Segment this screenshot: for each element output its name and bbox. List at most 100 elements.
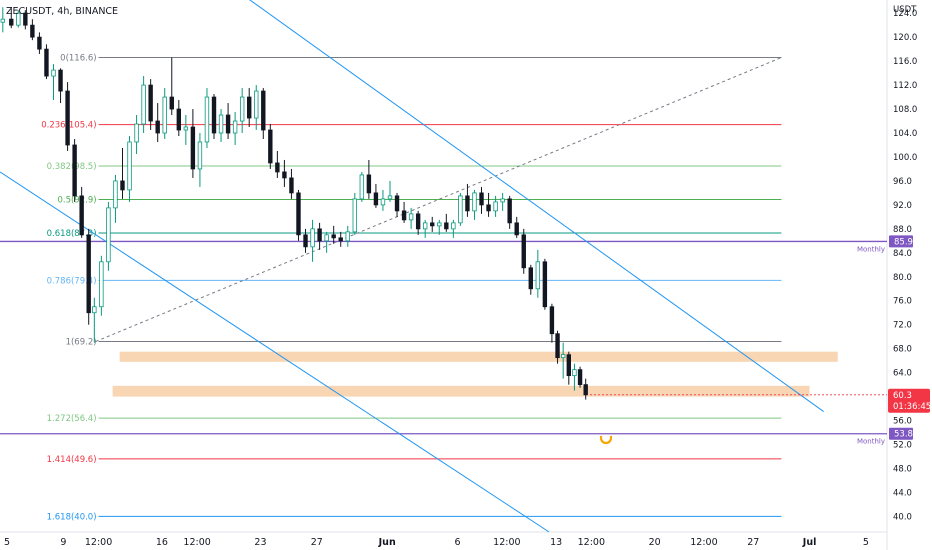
price-tick-label: 112.0 (893, 81, 917, 91)
candle-body (366, 174, 372, 194)
candle-body (37, 36, 42, 50)
candle-body (204, 96, 210, 143)
price-tick-label: 124.0 (893, 9, 917, 19)
candle-body (507, 198, 512, 224)
time-tick-label: Jul (802, 537, 817, 548)
price-tick-label: 120.0 (893, 33, 917, 43)
candle-body (430, 222, 435, 227)
currency-label: USDT (893, 5, 917, 15)
candle-body (65, 90, 70, 146)
candle-body (345, 231, 350, 242)
fib-level-label: 0.618(87.3) (47, 229, 97, 239)
last-price-badge[interactable] (888, 388, 930, 413)
candle-body (338, 237, 343, 242)
price-axis[interactable]: 124.0 120.0 116.0 112.0 108.0 104.0 100.0 96.0 9… (590, 9, 931, 522)
candle-body (51, 69, 56, 77)
candle-body (479, 192, 484, 206)
trendline[interactable] (0, 171, 550, 533)
candle-body (218, 114, 224, 134)
candle-body (387, 195, 393, 200)
candle-body (141, 84, 146, 125)
candle-body (127, 141, 132, 191)
candle-body (408, 213, 414, 221)
candle-body (560, 354, 566, 359)
price-tick-label: 76.0 (893, 297, 912, 307)
price-tick-label: 48.0 (893, 464, 912, 474)
candle-body (239, 96, 245, 122)
candle-body (555, 333, 560, 359)
candle-body (528, 267, 533, 290)
candle-body (401, 210, 407, 221)
price-tick-label: 40.0 (893, 512, 912, 522)
candle-body (451, 222, 456, 230)
price-tick-label: 108.0 (893, 105, 917, 115)
bar-countdown: 01:36:45 (893, 402, 931, 412)
candle-body (566, 354, 572, 377)
candle-body (352, 198, 357, 233)
candle-body (549, 306, 555, 335)
price-tick-label: 44.0 (893, 488, 912, 498)
time-tick-label: 16 (156, 537, 168, 548)
time-tick-label: 12:00 (690, 537, 717, 548)
candle-body (303, 234, 308, 248)
time-tick-label: 12:00 (85, 537, 112, 548)
candle-body (162, 96, 167, 134)
candle-body (465, 195, 470, 212)
candle-body (120, 180, 125, 191)
candle-body (106, 207, 111, 263)
candle-body (282, 171, 287, 179)
candle-body (394, 195, 400, 212)
candle-body (486, 204, 491, 212)
candle-body (380, 198, 386, 206)
monthly-levels[interactable]: Monthly 85.9 Monthly 53.8 (0, 235, 913, 446)
candle-body (148, 84, 153, 122)
candle-body (30, 24, 35, 38)
chart-title: ZECUSDT, 4h, BINANCE (6, 6, 118, 17)
fib-anchor-line[interactable] (95, 57, 782, 342)
price-tick-label: 84.0 (893, 249, 912, 259)
candle-body (331, 234, 336, 239)
candle-body (190, 126, 196, 170)
candle-body (583, 384, 588, 396)
time-tick-label: 12:00 (578, 537, 605, 548)
price-tick-label: 92.0 (893, 201, 912, 211)
fib-level-label: 0.5(92.9) (57, 196, 96, 206)
candle-body (225, 114, 231, 134)
alert-icon[interactable] (599, 435, 613, 445)
candle-body (86, 234, 91, 314)
time-tick-label: Jun (378, 537, 396, 548)
price-tick-label: 72.0 (893, 321, 912, 331)
candle-body (296, 192, 301, 236)
level-price-badge (889, 427, 913, 440)
candle-body (254, 90, 259, 119)
time-tick-label: 13 (550, 537, 562, 548)
trendlines[interactable] (0, 0, 824, 533)
fib-level-label: 1.414(49.6) (47, 455, 97, 465)
candle-body (275, 162, 280, 173)
candle-body (324, 234, 329, 242)
time-tick-label: 12:00 (493, 537, 520, 548)
trendline[interactable] (218, 0, 824, 412)
candle-body (23, 12, 28, 26)
time-tick-label: 23 (254, 537, 266, 548)
candle-body (472, 192, 477, 212)
candle-body (232, 120, 238, 134)
monthly-level-label: Monthly (857, 245, 885, 253)
candle-body (535, 261, 541, 290)
candle-body (169, 96, 174, 110)
level-price-badge (889, 235, 913, 248)
price-tick-label: 68.0 (893, 345, 912, 355)
fib-level-label: 1.618(40.0) (47, 512, 97, 522)
time-tick-label: 6 (455, 537, 461, 548)
candle-body (514, 222, 519, 236)
fib-level-label: 1.272(56.4) (47, 414, 97, 424)
time-axis[interactable]: 5 9 12:00 16 12:00 23 27 Jun 6 12:00 13 12:00 20 12:0… (4, 537, 869, 548)
time-tick-label: 5 (863, 537, 869, 548)
candle-body (310, 228, 315, 248)
candle-body (134, 123, 139, 143)
fib-level-label: 0(116.6) (60, 54, 96, 64)
price-tick-label: 88.0 (893, 225, 912, 235)
candle-body (458, 195, 463, 224)
